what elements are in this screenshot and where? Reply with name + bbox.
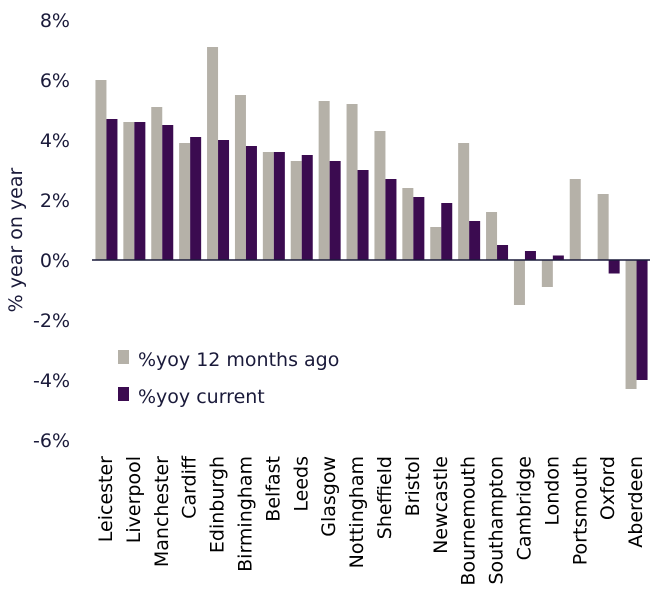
bar-yoy-current: [608, 260, 620, 274]
category-label: Leicester: [95, 456, 117, 542]
bar-yoy-12-months-ago: [179, 143, 191, 260]
category-label: Belfast: [262, 456, 284, 522]
category-label: Edinburgh: [207, 456, 229, 553]
bar-yoy-12-months-ago: [458, 143, 470, 260]
category-label: Newcastle: [430, 456, 452, 554]
bar-yoy-12-months-ago: [402, 188, 414, 260]
legend-label-12-months-ago: %yoy 12 months ago: [138, 349, 339, 371]
category-label: Oxford: [597, 456, 619, 520]
y-tick-label: -2%: [33, 310, 70, 332]
category-label: Portsmouth: [569, 456, 591, 565]
category-label: Sheffield: [374, 456, 396, 539]
y-tick-label: 4%: [40, 130, 70, 152]
y-tick-label: 2%: [40, 190, 70, 212]
bar-yoy-current: [469, 221, 481, 260]
bar-yoy-12-months-ago: [486, 212, 498, 260]
bar-yoy-12-months-ago: [234, 95, 246, 260]
bar-yoy-current: [106, 119, 118, 260]
y-tick-label: -6%: [33, 430, 70, 452]
category-label: Glasgow: [318, 456, 340, 537]
bar-yoy-current: [134, 122, 146, 260]
bar-yoy-12-months-ago: [151, 107, 163, 260]
y-tick-label: 6%: [40, 70, 70, 92]
y-tick-label: 0%: [40, 250, 70, 272]
category-label: Manchester: [151, 456, 173, 567]
bars: [95, 47, 648, 389]
legend: %yoy 12 months ago %yoy current: [118, 349, 339, 408]
bar-yoy-current: [329, 161, 341, 260]
category-label: London: [541, 456, 563, 526]
category-label: Southampton: [486, 456, 508, 585]
bar-yoy-current: [524, 251, 536, 260]
y-axis-title: % year on year: [5, 168, 27, 313]
category-label: Birmingham: [234, 456, 256, 572]
legend-swatch-12-months-ago: [118, 350, 129, 364]
bar-yoy-12-months-ago: [346, 104, 358, 260]
category-label: Cambridge: [513, 456, 535, 560]
bar-yoy-current: [413, 197, 425, 260]
bar-yoy-12-months-ago: [597, 194, 609, 260]
bar-yoy-12-months-ago: [625, 260, 637, 389]
category-label: Cardiff: [179, 455, 201, 519]
category-label: Nottingham: [346, 456, 368, 568]
bar-yoy-current: [301, 155, 313, 260]
bar-yoy-12-months-ago: [513, 260, 525, 305]
bar-yoy-12-months-ago: [123, 122, 135, 260]
bar-yoy-12-months-ago: [95, 80, 107, 260]
category-label: Aberdeen: [625, 456, 647, 548]
bar-yoy-current: [636, 260, 648, 380]
bar-yoy-12-months-ago: [318, 101, 330, 260]
y-tick-label: 8%: [40, 10, 70, 32]
bar-yoy-12-months-ago: [290, 161, 302, 260]
bar-yoy-12-months-ago: [262, 152, 274, 260]
bar-yoy-12-months-ago: [430, 227, 442, 260]
bar-yoy-current: [162, 125, 174, 260]
category-label: Bournemouth: [458, 456, 480, 586]
bar-yoy-current: [245, 146, 257, 260]
bar-yoy-current: [497, 245, 509, 260]
bar-yoy-12-months-ago: [207, 47, 219, 260]
category-labels: Leicester Liverpool Manchester Cardiff Edinb…: [95, 455, 647, 585]
bar-yoy-12-months-ago: [569, 179, 581, 260]
legend-label-current: %yoy current: [138, 386, 265, 408]
category-label: Leeds: [290, 456, 312, 512]
bar-yoy-current: [273, 152, 285, 260]
bar-yoy-12-months-ago: [541, 260, 553, 287]
y-tick-label: -4%: [33, 370, 70, 392]
bar-yoy-current: [218, 140, 230, 260]
bar-yoy-12-months-ago: [374, 131, 386, 260]
legend-swatch-current: [118, 387, 129, 401]
y-axis-ticks: 8% 6% 4% 2% 0% -2% -4% -6%: [33, 10, 70, 452]
category-label: Bristol: [402, 456, 424, 516]
bar-yoy-current: [190, 137, 202, 260]
bar-yoy-current: [357, 170, 369, 260]
bar-yoy-current: [385, 179, 397, 260]
bar-yoy-current: [441, 203, 453, 260]
bar-yoy-current: [552, 255, 564, 260]
category-label: Liverpool: [123, 456, 145, 543]
